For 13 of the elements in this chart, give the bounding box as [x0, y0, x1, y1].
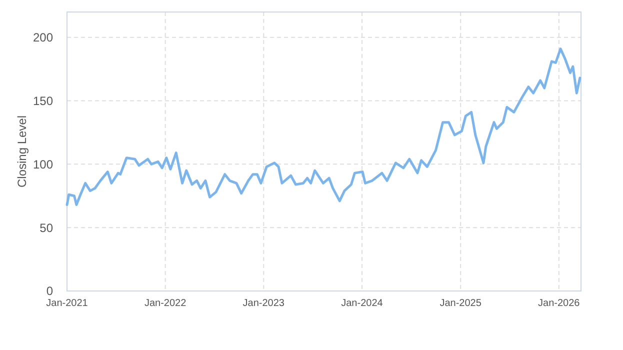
y-tick-label: 150 [32, 94, 54, 108]
x-tick-label: Jan-2021 [46, 298, 88, 309]
line-series [66, 48, 582, 206]
x-tick-label: Jan-2024 [341, 298, 384, 309]
y-tick-label: 0 [46, 284, 54, 298]
x-tick-label: Jan-2026 [538, 298, 580, 309]
y-tick-label: 100 [32, 157, 54, 172]
x-tick-label: Jan-2025 [440, 298, 482, 309]
y-tick-label: 200 [32, 30, 54, 45]
y-tick-label: 50 [40, 220, 54, 235]
y-axis-title: Closing Level [15, 115, 29, 188]
x-tick-label: Jan-2023 [242, 298, 285, 309]
x-tick-label: Jan-2022 [144, 298, 187, 309]
